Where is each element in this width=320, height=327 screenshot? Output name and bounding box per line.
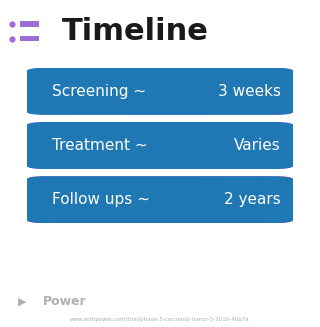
- Text: Screening ~: Screening ~: [52, 84, 146, 99]
- Text: Timeline: Timeline: [62, 17, 209, 46]
- Text: Treatment ~: Treatment ~: [52, 138, 148, 153]
- Text: ▶: ▶: [18, 296, 26, 306]
- Text: 2 years: 2 years: [224, 192, 281, 207]
- FancyBboxPatch shape: [20, 36, 39, 41]
- Text: 3 weeks: 3 weeks: [218, 84, 281, 99]
- Text: Follow ups ~: Follow ups ~: [52, 192, 150, 207]
- Text: www.withpower.com/trial/phase-3-carcinoid-tumor-5-2016-4bb7a: www.withpower.com/trial/phase-3-carcinoi…: [70, 317, 250, 322]
- Text: Varies: Varies: [234, 138, 281, 153]
- Text: Power: Power: [43, 295, 86, 308]
- FancyBboxPatch shape: [20, 22, 39, 27]
